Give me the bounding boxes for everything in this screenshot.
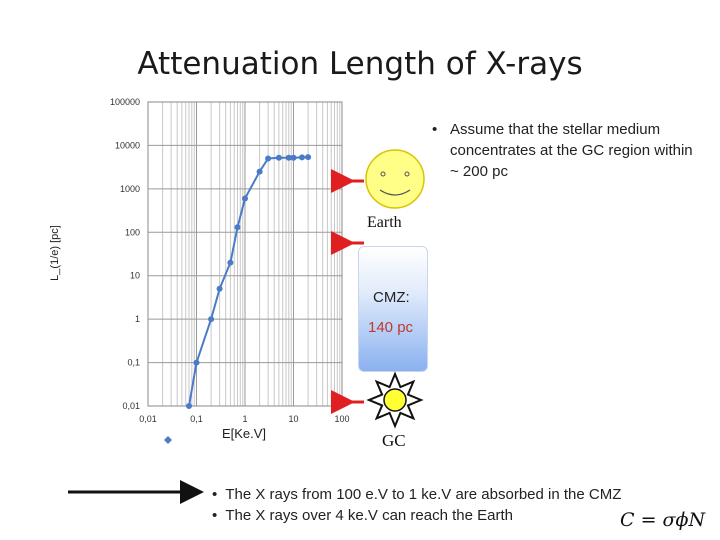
data-point: [299, 154, 305, 161]
data-point: [265, 155, 272, 162]
x-tick-label: 0,1: [190, 414, 203, 424]
data-point: [256, 168, 263, 175]
x-tick-label: 0,01: [139, 414, 157, 424]
y-tick-label: 10000: [115, 140, 140, 150]
series-points: [186, 154, 312, 409]
data-point: [305, 154, 312, 161]
data-point: [275, 154, 282, 161]
data-point: [193, 359, 200, 366]
y-tick-label: 1000: [120, 184, 140, 194]
legend-marker: [164, 436, 172, 444]
data-point: [227, 259, 234, 266]
bullet-item: • The X rays over 4 ke.V can reach the E…: [212, 505, 621, 526]
y-axis-label: L_(1/e) [pc]: [49, 225, 61, 281]
earth-label: Earth: [367, 214, 402, 231]
bullet-item: • The X rays from 100 e.V to 1 ke.V are …: [212, 484, 621, 505]
data-point: [216, 285, 223, 292]
sun-icon: [366, 371, 424, 429]
y-tick-label: 100: [125, 227, 140, 237]
y-tick-label: 1: [135, 314, 140, 324]
bottom-bullets: • The X rays from 100 e.V to 1 ke.V are …: [212, 484, 621, 526]
cmz-label: CMZ:: [373, 289, 410, 306]
data-point: [234, 224, 241, 231]
cmz-value: 140 pc: [368, 319, 414, 336]
note-text: Assume that the stellar medium concentra…: [450, 121, 693, 180]
y-tick-label: 0,01: [122, 401, 140, 411]
formula: C = σϕN: [620, 509, 706, 531]
chart-grid: [147, 101, 343, 407]
x-tick-label: 1: [242, 414, 247, 424]
y-tick-labels: 0,01 0,1 1 10 100 1000 10000 100000: [110, 97, 140, 411]
bullet-text-1: The X rays from 100 e.V to 1 ke.V are ab…: [225, 486, 622, 503]
note-bullet-symbol: •: [432, 121, 438, 138]
bullet-symbol: •: [212, 507, 218, 524]
slide-title: Attenuation Length of X-rays: [137, 46, 583, 82]
note-bullet: • Assume that the stellar medium concent…: [432, 119, 702, 182]
x-tick-labels: 0,01 0,1 1 10 100: [139, 414, 349, 424]
data-point: [208, 316, 215, 323]
cmz-box: [358, 246, 428, 372]
x-axis-label: E[Ke.V]: [222, 426, 266, 441]
x-tick-label: 100: [334, 414, 349, 424]
data-point: [290, 154, 297, 161]
data-point: [186, 403, 192, 409]
bullet-symbol: •: [212, 486, 218, 503]
y-tick-label: 100000: [110, 97, 140, 107]
data-point: [285, 154, 292, 161]
smiley-icon: [365, 149, 425, 209]
bullet-text-2: The X rays over 4 ke.V can reach the Ear…: [225, 507, 513, 524]
x-tick-label: 10: [288, 414, 298, 424]
y-tick-label: 10: [130, 271, 140, 281]
data-point: [242, 195, 248, 202]
y-tick-label: 0,1: [127, 358, 140, 368]
gc-label: GC: [382, 431, 406, 450]
